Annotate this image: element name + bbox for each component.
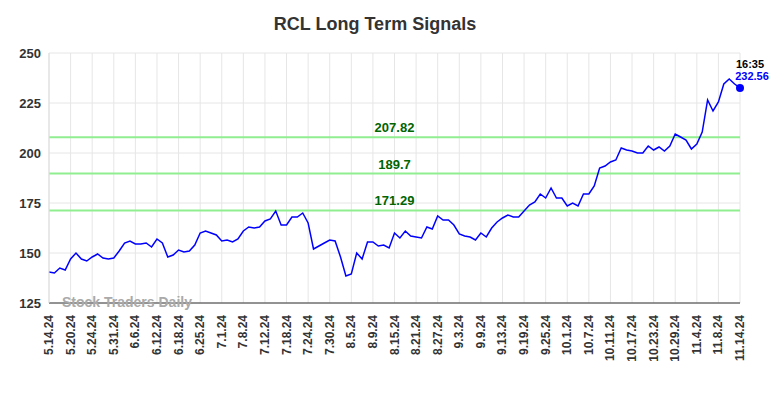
svg-text:10.7.24: 10.7.24 — [582, 315, 596, 355]
svg-text:8.15.24: 8.15.24 — [388, 315, 402, 355]
svg-text:125: 125 — [19, 296, 41, 311]
svg-text:10.11.24: 10.11.24 — [603, 315, 617, 361]
svg-text:6.25.24: 6.25.24 — [193, 315, 207, 355]
svg-text:189.7: 189.7 — [378, 157, 411, 172]
svg-text:200: 200 — [19, 146, 41, 161]
svg-text:7.12.24: 7.12.24 — [258, 315, 272, 355]
svg-text:10.1.24: 10.1.24 — [560, 315, 574, 355]
svg-text:7.18.24: 7.18.24 — [280, 315, 294, 355]
svg-text:171.29: 171.29 — [375, 193, 415, 208]
svg-text:8.21.24: 8.21.24 — [409, 315, 423, 355]
svg-text:8.5.24: 8.5.24 — [344, 315, 358, 349]
svg-text:11.8.24: 11.8.24 — [711, 315, 725, 355]
svg-text:9.19.24: 9.19.24 — [517, 315, 531, 355]
svg-text:10.17.24: 10.17.24 — [625, 315, 639, 362]
svg-text:207.82: 207.82 — [375, 120, 415, 135]
svg-text:250: 250 — [19, 46, 41, 61]
svg-text:150: 150 — [19, 246, 41, 261]
svg-text:8.27.24: 8.27.24 — [431, 315, 445, 355]
svg-text:16:35: 16:35 — [736, 58, 764, 70]
svg-text:10.23.24: 10.23.24 — [647, 315, 661, 362]
svg-text:5.24.24: 5.24.24 — [85, 315, 99, 355]
svg-text:5.20.24: 5.20.24 — [64, 315, 78, 355]
svg-text:7.8.24: 7.8.24 — [236, 315, 250, 349]
svg-text:175: 175 — [19, 196, 41, 211]
svg-text:6.18.24: 6.18.24 — [172, 315, 186, 355]
svg-text:9.9.24: 9.9.24 — [474, 315, 488, 349]
svg-text:9.13.24: 9.13.24 — [495, 315, 509, 355]
svg-text:232.56: 232.56 — [735, 70, 769, 82]
svg-text:7.30.24: 7.30.24 — [323, 315, 337, 355]
html-text:Stock Traders Daily: Stock Traders Daily — [62, 294, 192, 310]
svg-text:9.25.24: 9.25.24 — [539, 315, 553, 355]
svg-text:9.3.24: 9.3.24 — [452, 315, 466, 349]
svg-text:7.24.24: 7.24.24 — [301, 315, 315, 355]
svg-text:11.14.24: 11.14.24 — [733, 315, 747, 361]
svg-text:6.6.24: 6.6.24 — [128, 315, 142, 349]
svg-text:8.9.24: 8.9.24 — [366, 315, 380, 349]
html-text:RCL Long Term Signals: RCL Long Term Signals — [273, 14, 477, 34]
svg-text:10.29.24: 10.29.24 — [668, 315, 682, 362]
svg-text:7.1.24: 7.1.24 — [215, 315, 229, 349]
svg-text:11.4.24: 11.4.24 — [690, 315, 704, 355]
svg-text:5.31.24: 5.31.24 — [107, 315, 121, 355]
svg-text:5.14.24: 5.14.24 — [42, 315, 56, 355]
svg-text:225: 225 — [19, 96, 41, 111]
svg-text:6.12.24: 6.12.24 — [150, 315, 164, 355]
